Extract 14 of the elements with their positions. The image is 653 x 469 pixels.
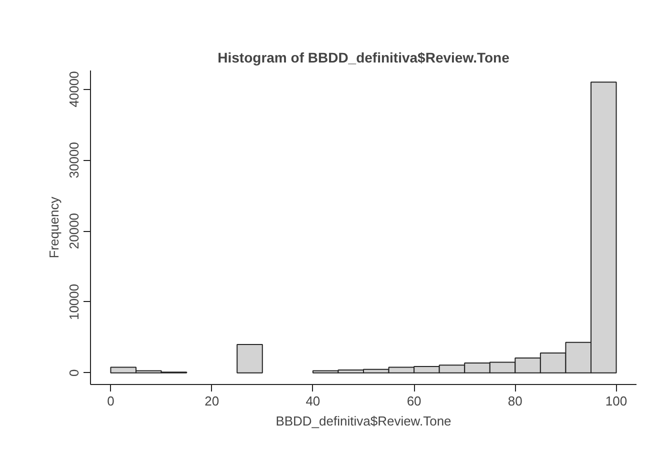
y-tick-label: 30000 bbox=[66, 142, 82, 178]
x-tick-label: 60 bbox=[406, 394, 422, 408]
x-tick-label: 100 bbox=[605, 394, 628, 408]
y-tick-label: 20000 bbox=[66, 212, 82, 250]
x-tick-label: 0 bbox=[107, 394, 114, 408]
y-tick-label: 0 bbox=[66, 369, 82, 376]
y-tick-label: 40000 bbox=[66, 71, 82, 108]
y-axis-title: Frequency bbox=[46, 196, 62, 258]
x-axis-title: BBDD_definitiva$Review.Tone bbox=[276, 414, 452, 428]
chart-title: Histogram of BBDD_definitiva$Review.Tone bbox=[218, 50, 510, 66]
x-tick-label: 20 bbox=[204, 394, 220, 408]
x-tick-label: 80 bbox=[508, 394, 522, 408]
x-tick-label: 40 bbox=[306, 394, 320, 408]
y-tick-label: 10000 bbox=[66, 284, 82, 320]
